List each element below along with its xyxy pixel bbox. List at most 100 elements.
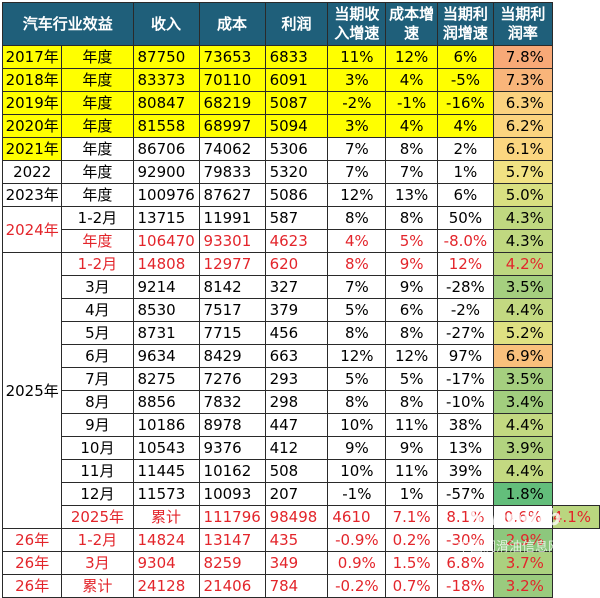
revenue-cell: 8275 — [132, 367, 200, 391]
table-row: 9月 10186 8978 447 10% 11% 38% 4.4% — [3, 413, 600, 437]
table-row: 2019年 年度 80847 68219 5087 -2% -1% -16% 6.3% — [1, 91, 600, 115]
revenue-growth-cell: -0.2% — [327, 574, 387, 598]
profit-rate-cell: 2.9% — [492, 528, 553, 552]
table-row: 8月 8856 7832 298 8% 8% -10% 3.4% — [3, 390, 600, 414]
cost-cell: 68219 — [198, 91, 266, 115]
period-type-cell: 1-2月 — [61, 252, 134, 276]
revenue-cell: 80847 — [132, 91, 200, 115]
profit-growth-cell: 4% — [436, 114, 494, 138]
revenue-cell: 11573 — [132, 482, 200, 506]
profit-growth-cell: 38% — [436, 413, 494, 437]
cost-growth-cell: 1% — [385, 482, 438, 506]
profit-rate-cell: 5.7% — [492, 160, 553, 184]
cost-growth-cell: 11% — [385, 413, 438, 437]
profit-rate-cell: 5.0% — [492, 183, 553, 207]
period-year-cell: 2021年 — [1, 137, 63, 161]
table-row: 12月 11573 10093 207 -1% 1% -57% 1.8% — [3, 482, 600, 506]
profit-cell: 447 — [264, 413, 329, 437]
revenue-growth-cell: 3% — [327, 114, 387, 138]
cost-cell: 11991 — [198, 206, 266, 230]
profit-growth-cell: -2% — [436, 298, 494, 322]
period-type-cell: 9月 — [61, 413, 134, 437]
cost-growth-cell: 4% — [385, 114, 438, 138]
revenue-growth-cell: -0.9% — [327, 528, 387, 552]
period-type-cell: 3月 — [61, 275, 134, 299]
table-row: 2024年 1-2月 13715 11991 587 8% 8% 50% 4.3% — [1, 206, 600, 253]
profit-growth-cell: -18% — [436, 574, 494, 598]
profit-cell: 4610 — [327, 505, 387, 529]
profit-growth-cell: 39% — [436, 459, 494, 483]
period-year-cell: 2019年 — [1, 91, 63, 115]
revenue-cell: 87750 — [132, 45, 200, 69]
profit-rate-cell: 4.3% — [492, 206, 553, 230]
cost-growth-cell: 13% — [385, 183, 438, 207]
profit-rate-cell: 3.5% — [492, 275, 553, 299]
cost-cell: 7276 — [198, 367, 266, 391]
profit-growth-cell: -8.0% — [436, 229, 494, 253]
period-type-cell: 5月 — [61, 321, 134, 345]
revenue-growth-cell: 9% — [327, 436, 387, 460]
cost-growth-cell: 0.2% — [385, 528, 438, 552]
table-row: 2022 年度 92900 79833 5320 7% 7% 1% 5.7% — [1, 160, 600, 184]
period-type-cell: 8月 — [61, 390, 134, 414]
profit-rate-cell: 5.2% — [492, 321, 553, 345]
period-year-cell: 26年 — [1, 551, 63, 575]
profit-growth-cell: -10% — [436, 390, 494, 414]
profit-rate-cell: 3.7% — [492, 551, 553, 575]
period-year-cell: 2025年 — [1, 252, 63, 529]
profit-rate-cell: 3.5% — [492, 367, 553, 391]
revenue-growth-cell: 10% — [327, 459, 387, 483]
header-row: 汽车行业效益 收入 成本 利润 当期收入增速 成本增速 当期利润增速 当期利润率 — [2, 2, 600, 46]
profit-cell: 412 — [264, 436, 329, 460]
revenue-growth-cell: 8% — [327, 321, 387, 345]
period-year-cell: 26年 — [1, 528, 63, 552]
revenue-cell: 24128 — [132, 574, 200, 598]
revenue-cell: 8731 — [132, 321, 200, 345]
table-row: 2017年 年度 87750 73653 6833 11% 12% 6% 7.8% — [1, 45, 600, 69]
header-industry: 汽车行业效益 — [2, 2, 134, 46]
table-row: 26年 累计 24128 21406 784 -0.2% 0.7% -18% 3.2% — [1, 574, 600, 598]
revenue-cell: 13715 — [132, 206, 200, 230]
period-year-cell: 2025年 — [61, 505, 134, 529]
profit-cell: 663 — [264, 344, 329, 368]
profit-growth-cell: 1% — [436, 160, 494, 184]
table-row: 2023年 年度 100976 87627 5086 12% 13% 6% 5.0% — [1, 183, 600, 207]
revenue-cell: 10543 — [132, 436, 200, 460]
profit-rate-cell: 4.3% — [492, 229, 553, 253]
table-row: 7月 8275 7276 293 5% 5% -17% 3.5% — [3, 367, 600, 391]
period-type-cell: 4月 — [61, 298, 134, 322]
period-type-cell: 年度 — [61, 91, 134, 115]
revenue-cell: 14824 — [132, 528, 200, 552]
profit-cell: 5094 — [264, 114, 329, 138]
period-year-cell: 2017年 — [1, 45, 63, 69]
period-type-cell: 年度 — [61, 160, 134, 184]
profit-rate-cell: 6.9% — [492, 344, 553, 368]
profit-cell: 508 — [264, 459, 329, 483]
profit-growth-cell: 2% — [436, 137, 494, 161]
profit-cell: 379 — [264, 298, 329, 322]
header-cost: 成本 — [198, 2, 266, 46]
cost-growth-cell: 8% — [385, 321, 438, 345]
profit-growth-cell: 6.8% — [436, 551, 494, 575]
table-row: 5月 8731 7715 456 8% 8% -27% 5.2% — [3, 321, 600, 345]
revenue-growth-cell: 12% — [327, 183, 387, 207]
cost-growth-cell: 9% — [385, 252, 438, 276]
revenue-growth-cell: 11% — [327, 45, 387, 69]
profit-cell: 349 — [264, 551, 329, 575]
profit-cell: 298 — [264, 390, 329, 414]
header-profit-rate: 当期利润率 — [492, 2, 553, 46]
cost-cell: 12977 — [198, 252, 266, 276]
cost-cell: 13147 — [198, 528, 266, 552]
profit-growth-cell: 0.6% — [492, 505, 553, 529]
cost-growth-cell: 8.1% — [436, 505, 494, 529]
table-row: 26年 3月 9304 8259 349 0.9% 1.5% 6.8% 3.7% — [1, 551, 600, 575]
cost-growth-cell: 12% — [385, 344, 438, 368]
period-type-cell: 年度 — [61, 114, 134, 138]
period-type-cell: 11月 — [61, 459, 134, 483]
cost-cell: 79833 — [198, 160, 266, 184]
cost-growth-cell: 7% — [385, 160, 438, 184]
period-type-cell: 年度 — [61, 68, 134, 92]
header-profit: 利润 — [264, 2, 329, 46]
profit-growth-cell: -5% — [436, 68, 494, 92]
